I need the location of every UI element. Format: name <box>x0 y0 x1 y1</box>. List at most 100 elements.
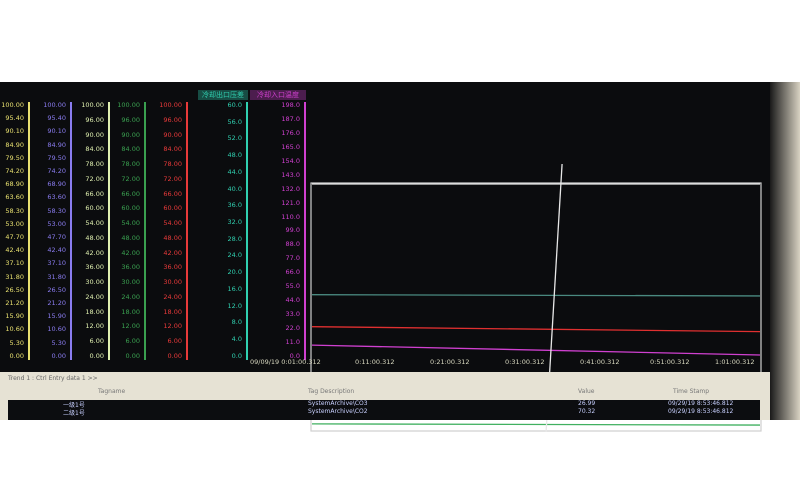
axis-tick: 68.90 <box>47 180 66 189</box>
axis-tick: 187.0 <box>281 114 300 123</box>
axis-tick: 0.00 <box>125 351 140 360</box>
axis-tick: 48.0 <box>227 151 242 160</box>
axis-tick: 12.00 <box>121 322 140 331</box>
axis-tick: 31.80 <box>5 272 24 281</box>
series-line <box>311 344 761 356</box>
axis-tick: 0.0 <box>289 351 300 360</box>
axis-tick: 100.00 <box>1 101 24 109</box>
axis-tick: 54.00 <box>85 219 104 227</box>
axis-tick: 90.00 <box>121 130 140 139</box>
table-header: Tagname Tag Description Value Time Stamp <box>8 388 758 398</box>
series-line <box>311 326 761 333</box>
axis-tick: 78.00 <box>85 160 104 168</box>
axis-tick: 176.0 <box>281 128 300 137</box>
axis-tick: 24.00 <box>121 292 140 301</box>
axis-tick: 72.00 <box>85 174 104 183</box>
axis-tick: 12.00 <box>163 322 182 331</box>
x-tick: 0:31:00.312 <box>505 358 545 366</box>
column-header[interactable]: Value <box>578 388 595 395</box>
axis-tick: 53.00 <box>5 219 24 228</box>
tag-table: 一级1号 SystemArchive\CO3 26.99 09/29/19 8:… <box>8 400 760 420</box>
column-header[interactable]: Tagname <box>98 388 126 395</box>
axis-tick: 54.00 <box>121 219 140 227</box>
axis-header <box>112 90 146 100</box>
axis-tick: 56.0 <box>227 117 242 126</box>
axis-tick: 198.0 <box>281 101 300 109</box>
axis-tick: 121.0 <box>281 198 300 207</box>
x-tick: 0:21:00.312 <box>430 358 470 366</box>
axis-tick: 48.00 <box>85 233 104 242</box>
value-axis: 100.00 96.00 90.00 84.00 78.00 72.00 66.00 60.0… <box>148 90 188 360</box>
axis-tick: 20.0 <box>227 268 242 277</box>
axis-tick: 33.0 <box>285 310 300 319</box>
axis-tick: 48.00 <box>163 233 182 242</box>
axis-tick: 12.00 <box>85 322 104 331</box>
value-axis: 冷却入口温度 198.0 187.0 176.0 165.0 154.0 143.0 132.… <box>250 90 306 360</box>
axis-tick: 90.10 <box>5 127 24 136</box>
table-row[interactable]: 二级1号 SystemArchive\CO2 70.32 09/29/19 8:… <box>8 408 760 417</box>
tag-value: 26.99 <box>578 400 596 407</box>
axis-tick: 165.0 <box>281 142 300 151</box>
axis-tick: 60.00 <box>121 204 140 213</box>
tag-description: SystemArchive\CO3 <box>308 400 368 407</box>
axis-tick: 72.00 <box>121 174 140 183</box>
axis-tick: 84.00 <box>85 145 104 154</box>
value-axis: 100.00 96.00 90.00 84.00 78.00 72.00 66.00 60.0… <box>112 90 146 360</box>
axis-tick: 42.00 <box>85 248 104 257</box>
column-header[interactable]: Time Stamp <box>673 388 710 395</box>
axis-tick: 78.00 <box>121 160 140 168</box>
axis-tick: 52.0 <box>227 134 242 143</box>
axis-tick: 0.00 <box>51 351 66 360</box>
column-header[interactable]: Tag Description <box>308 388 355 395</box>
axis-header: 冷却入口温度 <box>250 90 306 100</box>
axis-tick: 60.00 <box>163 204 182 213</box>
tag-description: SystemArchive\CO2 <box>308 408 368 415</box>
axis-tick: 0.00 <box>89 351 104 360</box>
axis-tick: 30.00 <box>121 278 140 286</box>
value-axis: 100.00 96.00 90.00 84.00 78.00 72.00 66.00 60.0… <box>74 90 110 360</box>
axis-tick: 100.00 <box>159 101 182 109</box>
axis-tick: 60.00 <box>85 204 104 213</box>
axis-tick: 79.50 <box>47 153 66 162</box>
axis-tick: 11.0 <box>285 337 300 346</box>
tag-value: 70.32 <box>578 408 596 415</box>
axis-tick: 32.0 <box>227 218 242 227</box>
axis-tick: 37.10 <box>47 259 66 268</box>
axis-tick: 74.20 <box>5 167 24 176</box>
axis-tick: 100.00 <box>81 101 104 109</box>
axis-tick: 58.30 <box>5 206 24 215</box>
table-row[interactable]: 一级1号 SystemArchive\CO3 26.99 09/29/19 8:… <box>8 400 760 409</box>
x-tick: 1:01:00.312 <box>715 358 755 366</box>
axis-line <box>304 102 306 360</box>
axis-tick: 15.90 <box>47 312 66 321</box>
axis-tick: 6.00 <box>167 337 182 345</box>
axis-tick: 100.00 <box>117 101 140 109</box>
x-tick: 09/09/19 0:01:00.312 <box>250 358 321 366</box>
axis-tick: 5.30 <box>51 338 66 347</box>
axis-tick: 18.00 <box>85 307 104 316</box>
axis-tick: 110.0 <box>281 212 300 221</box>
axis-tick: 16.0 <box>227 284 242 293</box>
axis-tick: 90.00 <box>163 130 182 139</box>
axis-tick: 0.0 <box>231 351 242 360</box>
axis-tick: 66.00 <box>85 189 104 198</box>
axis-tick: 95.40 <box>5 114 24 123</box>
value-axis: 100.00 95.40 90.10 84.90 79.50 74.20 68.90 63.6… <box>0 90 30 360</box>
axis-tick: 66.00 <box>121 189 140 198</box>
axis-tick: 6.00 <box>125 337 140 345</box>
axis-line <box>28 102 30 360</box>
plot-frame <box>310 182 762 432</box>
axis-tick: 99.0 <box>285 226 300 235</box>
axis-header <box>0 90 30 100</box>
axis-tick: 10.60 <box>5 325 24 334</box>
axis-tick: 95.40 <box>47 114 66 123</box>
axis-tick: 96.00 <box>121 115 140 124</box>
axis-tick: 143.0 <box>281 170 300 179</box>
axis-tick: 44.0 <box>227 167 242 176</box>
axis-tick: 4.0 <box>231 335 242 344</box>
axis-tick: 53.00 <box>47 219 66 228</box>
axis-tick: 42.00 <box>163 248 182 257</box>
status-text: Trend 1 : Ctrl Entry data 1 >> <box>8 375 98 382</box>
axis-tick: 88.0 <box>285 240 300 249</box>
tag-timestamp: 09/29/19 8:53:46.812 <box>668 408 734 415</box>
